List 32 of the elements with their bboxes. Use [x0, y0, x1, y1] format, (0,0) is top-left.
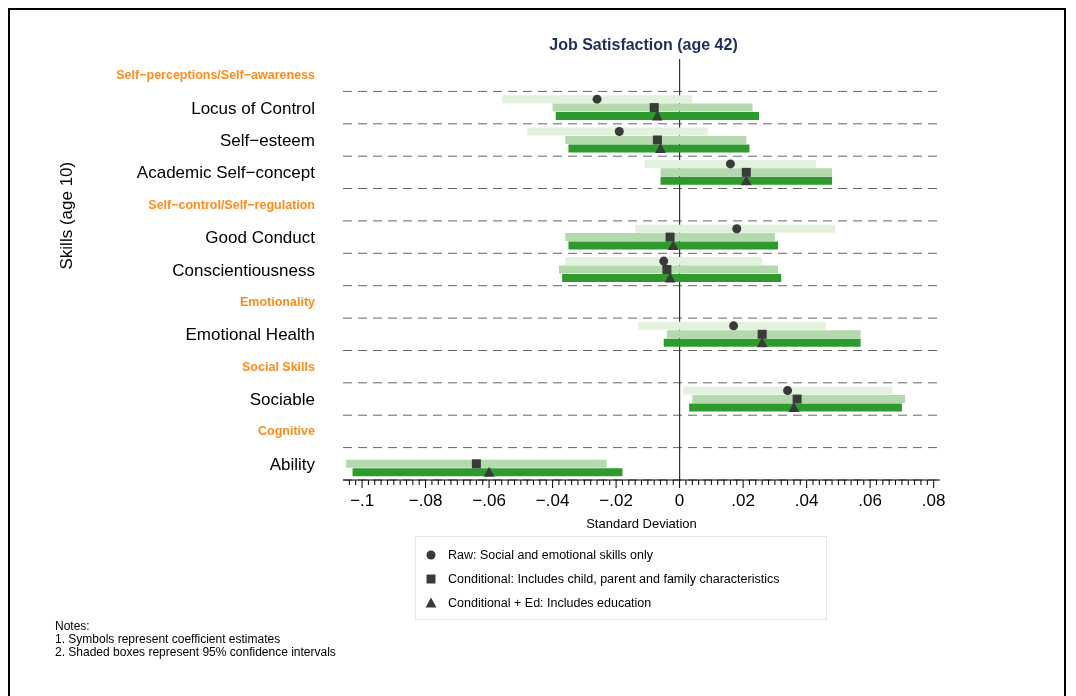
x-tick-label: .06	[858, 491, 882, 510]
y-tick-label: Cognitive	[258, 424, 316, 439]
x-tick-label: −.02	[599, 491, 633, 510]
legend-label: Raw: Social and emotional skills only	[448, 548, 653, 562]
x-tick-label: −.08	[408, 491, 443, 510]
text: 2. Shaded boxes represent 95% confidence intervals	[55, 645, 336, 659]
y-tick-label: Emotional Health	[185, 325, 315, 345]
y-tick-label: Sociable	[249, 390, 315, 410]
x-tick-label: .04	[794, 491, 819, 510]
x-tick-label: −.06	[472, 491, 506, 510]
x-tick-label: .02	[731, 491, 755, 510]
y-tick-label: Ability	[269, 454, 316, 474]
y-tick-label: Good Conduct	[205, 228, 316, 248]
y-tick-label: Conscientiousness	[172, 260, 315, 280]
y-tick-label: Academic Self−concept	[136, 163, 316, 183]
text: Notes:	[55, 619, 91, 633]
y-tick-label: Self−control/Self−regulation	[148, 197, 315, 212]
y-tick-label: Locus of Control	[191, 98, 315, 118]
y-axis-title: Skills (age 10)	[57, 161, 77, 270]
chart-title: Job Satisfaction (age 42)	[548, 36, 739, 54]
x-tick-label: .08	[921, 491, 946, 510]
text: 1. Symbols represent coefficient estimates	[55, 632, 282, 646]
legend-label: Conditional: Includes child, parent and family characteristics	[448, 572, 780, 586]
legend-label: Conditional + Ed: Includes education	[448, 596, 652, 610]
x-axis-title: Standard Deviation	[586, 516, 697, 531]
y-tick-label: Social Skills	[242, 359, 316, 374]
x-tick-label: −.1	[350, 491, 375, 510]
y-tick-label: Self−esteem	[220, 130, 315, 150]
x-tick-label: 0	[674, 491, 685, 510]
x-tick-label: −.04	[535, 491, 570, 510]
y-tick-label: Self−perceptions/Self−awareness	[116, 68, 316, 83]
y-tick-label: Emotionality	[239, 294, 316, 309]
